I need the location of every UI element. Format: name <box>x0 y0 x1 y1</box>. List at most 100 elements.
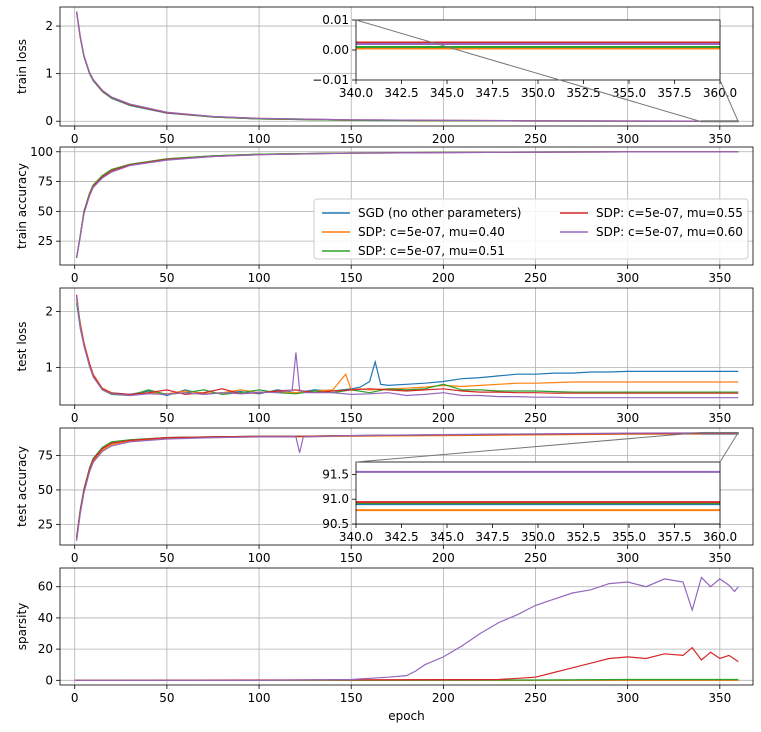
p1-xtick-label: 0 <box>71 132 79 146</box>
p4-inset-xtick-label: 347.5 <box>475 530 509 544</box>
p4-xtick-label: 50 <box>159 551 174 565</box>
p1-frame <box>59 6 754 127</box>
p1-inset-xtick-label: 347.5 <box>475 86 509 100</box>
p5-ytick-label: 20 <box>38 642 53 656</box>
p4-xtick-label: 150 <box>340 551 363 565</box>
p4-zoom-connector <box>355 431 702 463</box>
p4-ylabel: test accuracy <box>15 446 29 527</box>
p5-frame <box>59 567 754 686</box>
p2-series-5-line <box>76 151 739 258</box>
p1-inset-xtick-label: 355.0 <box>612 86 646 100</box>
p3-xtick-label: 0 <box>71 411 79 425</box>
p4-inset-xtick-label: 345.0 <box>430 530 464 544</box>
p1-xtick-label: 350 <box>708 132 731 146</box>
p4-xtick-label: 0 <box>71 551 79 565</box>
p4-inset-xtick-label: 355.0 <box>612 530 646 544</box>
p4-inset-xtick-label: 340.0 <box>339 530 373 544</box>
p3-frame <box>59 287 754 406</box>
p5-series-4-line <box>74 646 739 681</box>
p4-inset-xtick-label: 350.0 <box>521 530 555 544</box>
p1-inset: 340.0 342.5 345.0 347.5 350.0 352.5 355.0 357.5… <box>312 13 737 100</box>
p1-ylabel: train loss <box>15 39 29 94</box>
p4-inset-xtick-label: 357.5 <box>657 530 691 544</box>
p4-inset: 340.0 342.5 345.0 347.5 350.0 352.5 355.0 357.5… <box>322 461 737 544</box>
p1-xtick-label: 200 <box>432 132 455 146</box>
p1-inset-xtick-label: 342.5 <box>384 86 418 100</box>
legend-frame <box>313 198 749 260</box>
p3-ylabel: test loss <box>15 321 29 371</box>
p2-xtick-label: 100 <box>248 271 271 285</box>
p3-ytick-label: 2 <box>45 305 53 319</box>
legend-label-4: SDP: c=5e-07, mu=0.55 <box>596 206 743 220</box>
p1-xtick-label: 50 <box>159 132 174 146</box>
subplot-5: 0 50 100 150 200 250 300 350 0 20 40 60 sparsity epoc… <box>15 567 754 723</box>
p3-xtick-label: 250 <box>524 411 547 425</box>
p1-xtick-label: 300 <box>616 132 639 146</box>
p5-series-5-line <box>74 576 739 681</box>
subplot-3: 0 50 100 150 200 250 300 350 1 2 test loss <box>15 287 754 425</box>
p2-xtick-label: 350 <box>708 271 731 285</box>
p2-xtick-label: 0 <box>71 271 79 285</box>
p1-inset-ytick-label: 0.01 <box>322 13 349 27</box>
p3-xtick-label: 200 <box>432 411 455 425</box>
p5-xtick-label: 150 <box>340 691 363 705</box>
p2-ytick-label: 25 <box>38 234 53 248</box>
p1-zoom-box <box>700 120 739 123</box>
subplot-4: 0 50 100 150 200 250 300 350 25 50 75 test accuracy… <box>15 427 754 565</box>
p1-ytick-label: 2 <box>45 19 53 33</box>
p4-ytick-label: 25 <box>38 517 53 531</box>
p1-inset-xtick-label: 345.0 <box>430 86 464 100</box>
p3-xtick-label: 300 <box>616 411 639 425</box>
p1-xtick-label: 250 <box>524 132 547 146</box>
legend-label-3: SDP: c=5e-07, mu=0.51 <box>358 244 505 258</box>
p3-series-1-line <box>76 297 739 397</box>
p4-frame <box>59 427 754 546</box>
p4-inset-xtick-label: 342.5 <box>384 530 418 544</box>
p3-xtick-label: 50 <box>159 411 174 425</box>
p1-zoom-connector <box>719 79 739 122</box>
p4-ytick-label: 75 <box>38 449 53 463</box>
p5-xtick-label: 350 <box>708 691 731 705</box>
p5-xtick-label: 250 <box>524 691 547 705</box>
p2-frame <box>59 146 754 266</box>
p2-ylabel: train accuracy <box>15 163 29 249</box>
legend-label-1: SGD (no other parameters) <box>358 206 521 220</box>
p1-ytick-label: 0 <box>45 114 53 128</box>
p4-inset-xtick-label: 352.5 <box>566 530 600 544</box>
p5-ytick-label: 40 <box>38 611 53 625</box>
p2-ytick-label: 50 <box>38 204 53 218</box>
p4-xtick-label: 350 <box>708 551 731 565</box>
p5-xtick-label: 0 <box>71 691 79 705</box>
p4-xtick-label: 200 <box>432 551 455 565</box>
p4-ytick-label: 50 <box>38 483 53 497</box>
p3-series-2-line <box>76 300 739 397</box>
legend-label-2: SDP: c=5e-07, mu=0.40 <box>358 225 505 239</box>
p3-xtick-label: 100 <box>248 411 271 425</box>
p2-ytick-label: 75 <box>38 175 53 189</box>
p2-ytick-label: 100 <box>30 145 53 159</box>
legend-label-5: SDP: c=5e-07, mu=0.60 <box>596 225 743 239</box>
p4-xtick-label: 250 <box>524 551 547 565</box>
p1-inset-ytick-label: 0.00 <box>322 43 349 57</box>
p4-series-5-line <box>76 432 739 541</box>
p2-xtick-label: 300 <box>616 271 639 285</box>
p3-series-4-line <box>76 294 739 396</box>
p4-inset-ytick-label: 90.5 <box>322 517 349 531</box>
p1-inset-ytick-label: −0.01 <box>312 73 349 87</box>
p5-ylabel: sparsity <box>15 603 29 651</box>
p2-xtick-label: 150 <box>340 271 363 285</box>
p3-ytick-label: 1 <box>45 360 53 374</box>
p3-xtick-label: 350 <box>708 411 731 425</box>
p1-inset-bg <box>356 20 720 80</box>
p5-ytick-label: 60 <box>38 580 53 594</box>
p2-xtick-label: 250 <box>524 271 547 285</box>
p1-inset-xtick-label: 357.5 <box>657 86 691 100</box>
p4-xtick-label: 300 <box>616 551 639 565</box>
p1-inset-xtick-label: 340.0 <box>339 86 373 100</box>
p3-xtick-label: 150 <box>340 411 363 425</box>
p1-xtick-label: 150 <box>340 132 363 146</box>
p1-series-5-line <box>76 11 739 122</box>
